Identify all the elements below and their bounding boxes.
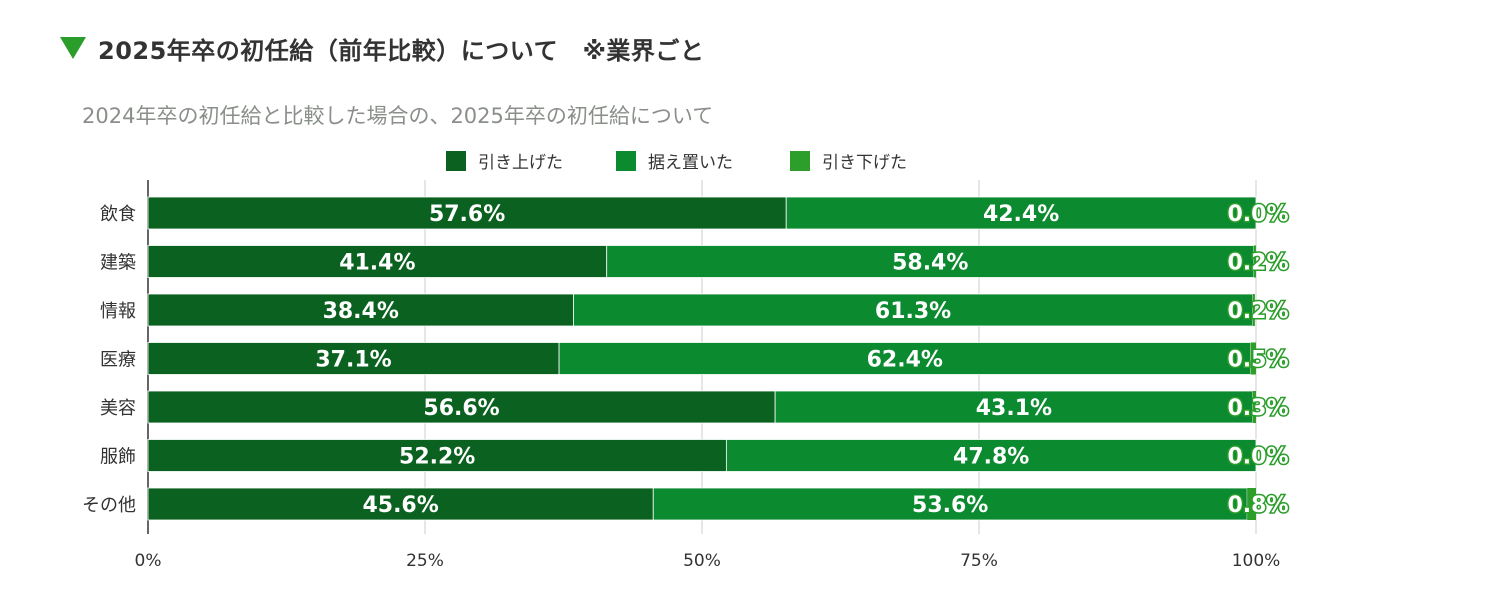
legend-swatch-2 — [616, 151, 636, 171]
category-label-4: 医療 — [100, 350, 136, 371]
bar-segment-5-1 — [147, 390, 776, 424]
category-label-2: 建築 — [100, 253, 136, 274]
bar-segment-3-3 — [1252, 294, 1255, 326]
data-label-2-3: 0.2% — [1227, 251, 1288, 276]
bar-segment-7-1 — [147, 487, 654, 521]
data-label-1-1: 57.6% — [429, 202, 505, 227]
triangle-down-icon — [60, 37, 86, 59]
x-tick-label-2: 25% — [406, 551, 444, 571]
x-tick-label-3: 50% — [683, 551, 721, 571]
legend-label-2: 据え置いた — [648, 153, 733, 173]
bar-segment-2-3 — [1253, 245, 1256, 278]
bar-segment-4-1 — [147, 342, 560, 375]
data-label-6-2: 47.8% — [953, 445, 1029, 470]
category-label-5: 美容 — [100, 398, 136, 419]
category-label-3: 情報 — [100, 301, 136, 322]
legend-swatch-1 — [446, 151, 466, 171]
legend-label-3: 引き下げた — [822, 153, 907, 173]
bar-segment-6-1 — [147, 439, 727, 472]
bar-segment-3-2 — [573, 293, 1254, 327]
category-label-6: 服飾 — [100, 447, 136, 468]
legend-label-1: 引き上げた — [478, 153, 563, 173]
data-label-7-2: 53.6% — [912, 493, 988, 518]
data-label-4-3: 0.5% — [1227, 348, 1288, 373]
data-label-4-1: 37.1% — [315, 348, 391, 373]
chart-x-tick-labels: 0% 25% 50% 75% 100% — [135, 551, 1281, 571]
bar-segment-6-2 — [725, 439, 1257, 472]
bar-segment-1-1 — [147, 196, 787, 230]
bar-segment-2-2 — [606, 245, 1255, 278]
data-label-2-1: 41.4% — [339, 251, 415, 276]
chart-bars — [147, 196, 1257, 521]
bar-segment-7-2 — [652, 487, 1248, 521]
data-label-5-1: 56.6% — [423, 396, 499, 421]
bar-segment-4-2 — [558, 342, 1251, 375]
data-label-5-2: 43.1% — [976, 396, 1052, 421]
data-label-4-2: 62.4% — [867, 348, 943, 373]
x-tick-label-1: 0% — [135, 551, 162, 571]
data-label-7-3: 0.8% — [1227, 493, 1288, 518]
data-label-5-3: 0.3% — [1227, 396, 1288, 421]
bar-segment-7-3 — [1247, 488, 1256, 520]
bar-segment-3-1 — [147, 293, 574, 327]
section-heading: 2025年卒の初任給（前年比較）について ※業界ごと — [60, 30, 704, 66]
data-label-6-1: 52.2% — [399, 445, 475, 470]
data-label-3-2: 61.3% — [875, 299, 951, 324]
bar-segment-1-2 — [785, 196, 1257, 230]
chart-data-labels: 57.6% 42.4% 0.0% 41.4% 58.4% 0.2% 38.4% 61.3% 0.… — [315, 201, 1290, 520]
data-label-6-3: 0.0% — [1227, 445, 1288, 470]
data-label-3-1: 38.4% — [323, 299, 399, 324]
bar-segment-4-3 — [1250, 342, 1256, 375]
data-label-1-3: 0.0% — [1227, 202, 1288, 227]
x-tick-label-5: 100% — [1232, 551, 1281, 571]
category-label-1: 飲食 — [100, 204, 136, 225]
data-label-1-2: 42.4% — [983, 202, 1059, 227]
data-label-2-2: 58.4% — [892, 251, 968, 276]
chart-legend: 引き上げた 据え置いた 引き下げた — [446, 151, 907, 173]
data-label-7-1: 45.6% — [362, 493, 438, 518]
legend-swatch-3 — [790, 151, 810, 171]
bar-segment-5-2 — [774, 390, 1254, 424]
bar-segment-5-3 — [1252, 391, 1256, 423]
chart-title: 2024年卒の初任給と比較した場合の、2025年卒の初任給について — [82, 104, 713, 128]
category-label-7: その他 — [82, 495, 136, 516]
section-heading-text: 2025年卒の初任給（前年比較）について ※業界ごと — [98, 36, 705, 65]
data-label-3-3: 0.2% — [1227, 299, 1288, 324]
x-tick-label-4: 75% — [960, 551, 998, 571]
